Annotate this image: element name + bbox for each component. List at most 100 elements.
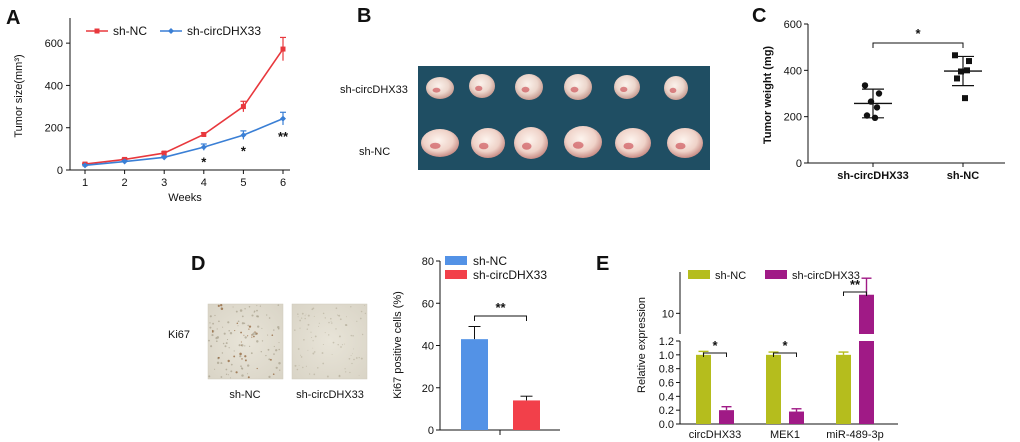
ihc-stain-dot	[272, 373, 275, 376]
ihc-stain-dot	[348, 357, 351, 360]
ihc-stain-dot	[247, 364, 250, 367]
chart-a-xtick-label: 6	[280, 177, 286, 189]
ihc-stain-dot	[220, 376, 223, 378]
ihc-stain-dot	[307, 323, 310, 326]
ihc-stain-dot	[229, 377, 232, 379]
ihc-stain-dot	[269, 358, 272, 361]
ihc-stain-dot	[223, 332, 226, 335]
bar	[766, 354, 781, 424]
ihc-stain-dot	[216, 328, 218, 330]
bar	[513, 400, 540, 430]
ihc-stain-dot	[248, 325, 252, 328]
ihc-stain-dot	[215, 340, 218, 343]
legend-marker	[168, 28, 174, 34]
ihc-stain-dot	[306, 328, 309, 330]
ihc-stain-dot	[244, 336, 247, 339]
ihc-stain-dot	[232, 306, 234, 308]
ihc-stain-dot	[256, 340, 259, 343]
tumor-blood-spot	[572, 141, 584, 149]
significance-label: *	[915, 26, 921, 41]
ihc-stain-dot	[351, 362, 353, 365]
ihc-stain-dot	[217, 304, 220, 307]
tumor-blood-spot	[570, 86, 579, 93]
ihc-stain-dot	[305, 313, 307, 315]
ihc-stain-dot	[300, 356, 303, 358]
tumor-specimen	[469, 74, 495, 98]
bar	[719, 410, 734, 424]
ihc-stain-dot	[220, 304, 223, 307]
ihc-stain-dot	[313, 351, 316, 353]
chart-e-xtick-label: MEK1	[770, 429, 800, 441]
ihc-stain-dot	[241, 315, 244, 318]
ihc-stain-dot	[339, 318, 342, 321]
ihc-stain-dot	[247, 324, 249, 327]
ihc-row-label: Ki67	[168, 329, 190, 341]
ihc-stain-dot	[268, 317, 271, 319]
ihc-stain-dot	[230, 370, 233, 373]
ihc-stain-dot	[214, 368, 216, 370]
photo-row-label-sh-circdhx33: sh-circDHX33	[340, 84, 408, 96]
ihc-stain-dot	[228, 347, 230, 349]
ihc-image-sh-circdhx33	[291, 303, 368, 380]
chart-a-ytick-label: 600	[45, 38, 63, 50]
ihc-stain-dot	[331, 353, 333, 355]
significance-label: **	[278, 129, 289, 144]
ihc-stain-dot	[350, 306, 352, 308]
ihc-stain-dot	[268, 375, 271, 379]
ihc-stain-dot	[336, 314, 339, 316]
ihc-stain-dot	[229, 331, 233, 335]
ihc-stain-dot	[240, 365, 242, 368]
chart-d-ytick-label: 60	[422, 298, 434, 310]
ihc-stain-dot	[277, 325, 280, 329]
ihc-stain-dot	[313, 373, 316, 376]
chart-c-ytick-label: 200	[784, 112, 802, 124]
ki67-bar-chart: Ki67 positive cells (%) 0 20 40 60 80 sh-NCs…	[392, 254, 560, 437]
ihc-stain-dot	[233, 350, 235, 352]
ihc-stain-dot	[297, 313, 299, 315]
significance-bracket	[843, 291, 867, 296]
ihc-stain-dot	[294, 364, 297, 367]
ihc-stain-dot	[267, 348, 270, 351]
ihc-stain-dot	[344, 324, 347, 326]
chart-a-xtick-label: 3	[161, 177, 167, 189]
significance-label: *	[201, 154, 207, 169]
ihc-stain-dot	[240, 344, 242, 346]
ihc-stain-dot	[267, 334, 269, 336]
ihc-stain-dot	[355, 357, 358, 359]
ihc-stain-dot	[251, 314, 254, 317]
chart-c-ytick-label: 400	[784, 65, 802, 77]
ihc-stain-dot	[253, 311, 255, 313]
ihc-stain-dot	[227, 374, 230, 376]
tumor-blood-spot	[675, 142, 686, 150]
chart-d-ytick-label: 80	[422, 256, 434, 268]
chart-a-xtick-label: 5	[240, 177, 246, 189]
ihc-stain-dot	[330, 317, 332, 320]
chart-a-xtick-label: 4	[201, 177, 207, 189]
ihc-stain-dot	[251, 336, 253, 338]
ihc-stain-dot	[275, 349, 278, 352]
ihc-stain-dot	[220, 362, 223, 365]
significance-label: *	[712, 338, 718, 353]
data-point	[962, 95, 968, 102]
panel-letter-b: B	[357, 5, 371, 27]
ihc-stain-dot	[277, 304, 280, 306]
ihc-stain-dot	[247, 373, 249, 375]
ihc-stain-dot	[271, 334, 274, 337]
ihc-stain-dot	[225, 368, 228, 371]
ihc-stain-dot	[299, 327, 301, 329]
chart-d-ylabel: Ki67 positive cells (%)	[392, 291, 404, 399]
ihc-stain-dot	[211, 334, 214, 337]
ihc-stain-dot	[235, 310, 238, 313]
data-point	[871, 114, 879, 122]
tumor-specimen	[471, 128, 505, 158]
ihc-stain-dot	[278, 362, 281, 365]
ihc-stain-dot	[244, 308, 246, 310]
panel-letter-a: A	[6, 7, 20, 29]
ihc-stain-dot	[278, 348, 280, 351]
ihc-stain-dot	[324, 332, 326, 334]
ihc-stain-dot	[350, 334, 353, 337]
ihc-stain-dot	[364, 304, 365, 306]
legend-label: sh-NC	[473, 254, 507, 268]
ki67-ihc-images: Ki67 sh-NC sh-circDHX33	[168, 303, 368, 401]
bar	[836, 354, 851, 424]
